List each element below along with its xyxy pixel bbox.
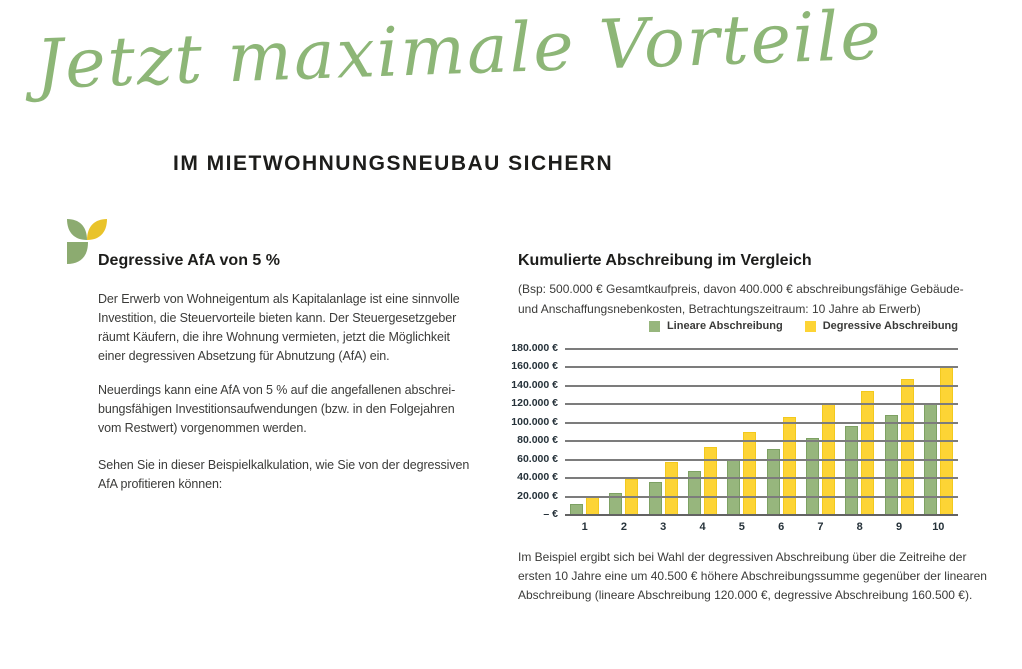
text-line: ersten 10 Jahre eine um 40.500 € höhere … — [518, 569, 987, 583]
gridline — [565, 366, 958, 369]
text-line: Der Erwerb von Wohneigentum als Kapitala… — [98, 292, 460, 306]
chart-plot: 1 2 3 4 5 6 7 8 9 10 — [565, 348, 958, 533]
chart-footnote: Im Beispiel ergibt sich bei Wahl der deg… — [518, 548, 987, 605]
gridline — [565, 477, 958, 480]
text-line: Neuerdings kann eine AfA von 5 % auf die… — [98, 383, 456, 397]
section-heading: Degressive AfA von 5 % — [98, 252, 280, 269]
y-tick-label: 180.000 € — [511, 342, 558, 354]
y-tick-label: 40.000 € — [517, 471, 558, 484]
bar-group: 4 — [683, 349, 722, 533]
text-line: AfA profitieren können: — [98, 477, 223, 491]
x-tick-label: 10 — [932, 521, 945, 533]
text-line: Sehen Sie in dieser Beispielkalkulation,… — [98, 458, 470, 472]
bar-group: 5 — [722, 349, 761, 533]
chart-legend: Lineare Abschreibung Degressive Abschrei… — [565, 320, 958, 332]
bar-linear — [648, 481, 662, 515]
text-line: (Bsp: 500.000 € Gesamtkaufpreis, davon 4… — [518, 282, 964, 296]
x-tick-label: 4 — [699, 521, 706, 533]
gridline — [565, 348, 958, 350]
y-axis: 180.000 € 160.000 € 140.000 € 120.000 € 100.… — [500, 342, 558, 520]
text-line: Im Beispiel ergibt sich bei Wahl der deg… — [518, 550, 967, 564]
gridline — [565, 384, 958, 387]
x-tick-label: 8 — [856, 521, 863, 533]
bar-degressive — [704, 446, 718, 515]
bar-degressive — [743, 431, 757, 515]
y-tick-label: 80.000 € — [517, 434, 558, 447]
text-line: bungsfähigen Investitionsaufwendungen (b… — [98, 402, 455, 416]
paragraph-intro: Der Erwerb von Wohneigentum als Kapitala… — [98, 290, 498, 366]
text-line: räumt Käufern, die ihre Wohnung vermiete… — [98, 330, 450, 344]
legend-label-linear: Lineare Abschreibung — [666, 320, 783, 332]
y-tick-label: – € — [543, 508, 558, 520]
y-tick-label: 20.000 € — [517, 489, 558, 502]
legend-item-degressive: Degressive Abschreibung — [804, 320, 958, 332]
chart-title: Kumulierte Abschreibung im Vergleich — [518, 252, 812, 269]
bar-degressive — [664, 462, 678, 515]
y-tick-label: 100.000 € — [511, 415, 558, 428]
gridline — [565, 495, 958, 498]
text-line: Investition, die Steuervorteile bieten k… — [98, 311, 457, 325]
bar-group: 10 — [919, 349, 958, 533]
x-tick-label: 5 — [738, 521, 745, 533]
chart-subtitle: (Bsp: 500.000 € Gesamtkaufpreis, davon 4… — [518, 279, 964, 319]
bar-group: 6 — [761, 349, 800, 533]
text-line: vom Restwert) vorgenommen werden. — [98, 421, 307, 435]
gridline — [565, 440, 958, 443]
gridline — [565, 458, 958, 461]
gridline — [565, 421, 958, 424]
bar-group: 3 — [644, 349, 683, 533]
bar-linear — [884, 415, 898, 515]
paragraph-afa-rule: Neuerdings kann eine AfA von 5 % auf die… — [98, 381, 498, 438]
x-tick-label: 1 — [581, 521, 588, 533]
gridline — [565, 403, 958, 406]
text-line: Abschreibung (lineare Abschreibung 120.0… — [518, 588, 973, 602]
y-tick-label: 120.000 € — [511, 397, 558, 410]
y-tick-label: 60.000 € — [517, 452, 558, 465]
bar-degressive — [782, 417, 796, 515]
x-tick-label: 3 — [660, 521, 667, 533]
bar-degressive — [586, 496, 600, 515]
legend-swatch-degressive-icon — [804, 320, 816, 332]
bar-group: 2 — [604, 349, 643, 533]
y-tick-label: 160.000 € — [511, 360, 558, 373]
text-line: einer degressiven Absetzung für Abnutzun… — [98, 349, 390, 363]
x-tick-label: 6 — [778, 521, 785, 533]
x-tick-label: 2 — [620, 521, 627, 533]
legend-item-linear: Lineare Abschreibung — [648, 320, 783, 332]
bar-group: 8 — [840, 349, 879, 533]
x-tick-label: 9 — [895, 521, 903, 533]
bar-group: 7 — [801, 349, 840, 533]
bar-group: 1 — [565, 349, 604, 533]
x-axis-baseline — [565, 514, 958, 516]
x-tick-label: 7 — [817, 521, 824, 533]
brand-leaves-icon — [66, 219, 108, 265]
page-title: Jetzt maximale Vorteile — [34, 0, 884, 105]
paragraph-example-lead: Sehen Sie in dieser Beispielkalkulation,… — [98, 456, 498, 494]
text-line: und Anschaffungsnebenkosten, Betrachtung… — [518, 302, 921, 316]
bar-chart: 180.000 €160.000 €140.000 €120.000 €100.… — [500, 342, 960, 549]
y-tick-label: 140.000 € — [511, 378, 558, 391]
legend-label-degressive: Degressive Abschreibung — [822, 320, 958, 332]
page-subtitle: IM MIETWOHNUNGSNEUBAU SICHERN — [173, 152, 614, 175]
legend-swatch-linear-icon — [648, 320, 660, 332]
bar-groups: 1 2 3 4 5 6 7 8 9 10 — [565, 349, 958, 533]
bar-degressive — [900, 378, 914, 515]
bar-linear — [727, 459, 741, 515]
bar-group: 9 — [879, 349, 918, 533]
